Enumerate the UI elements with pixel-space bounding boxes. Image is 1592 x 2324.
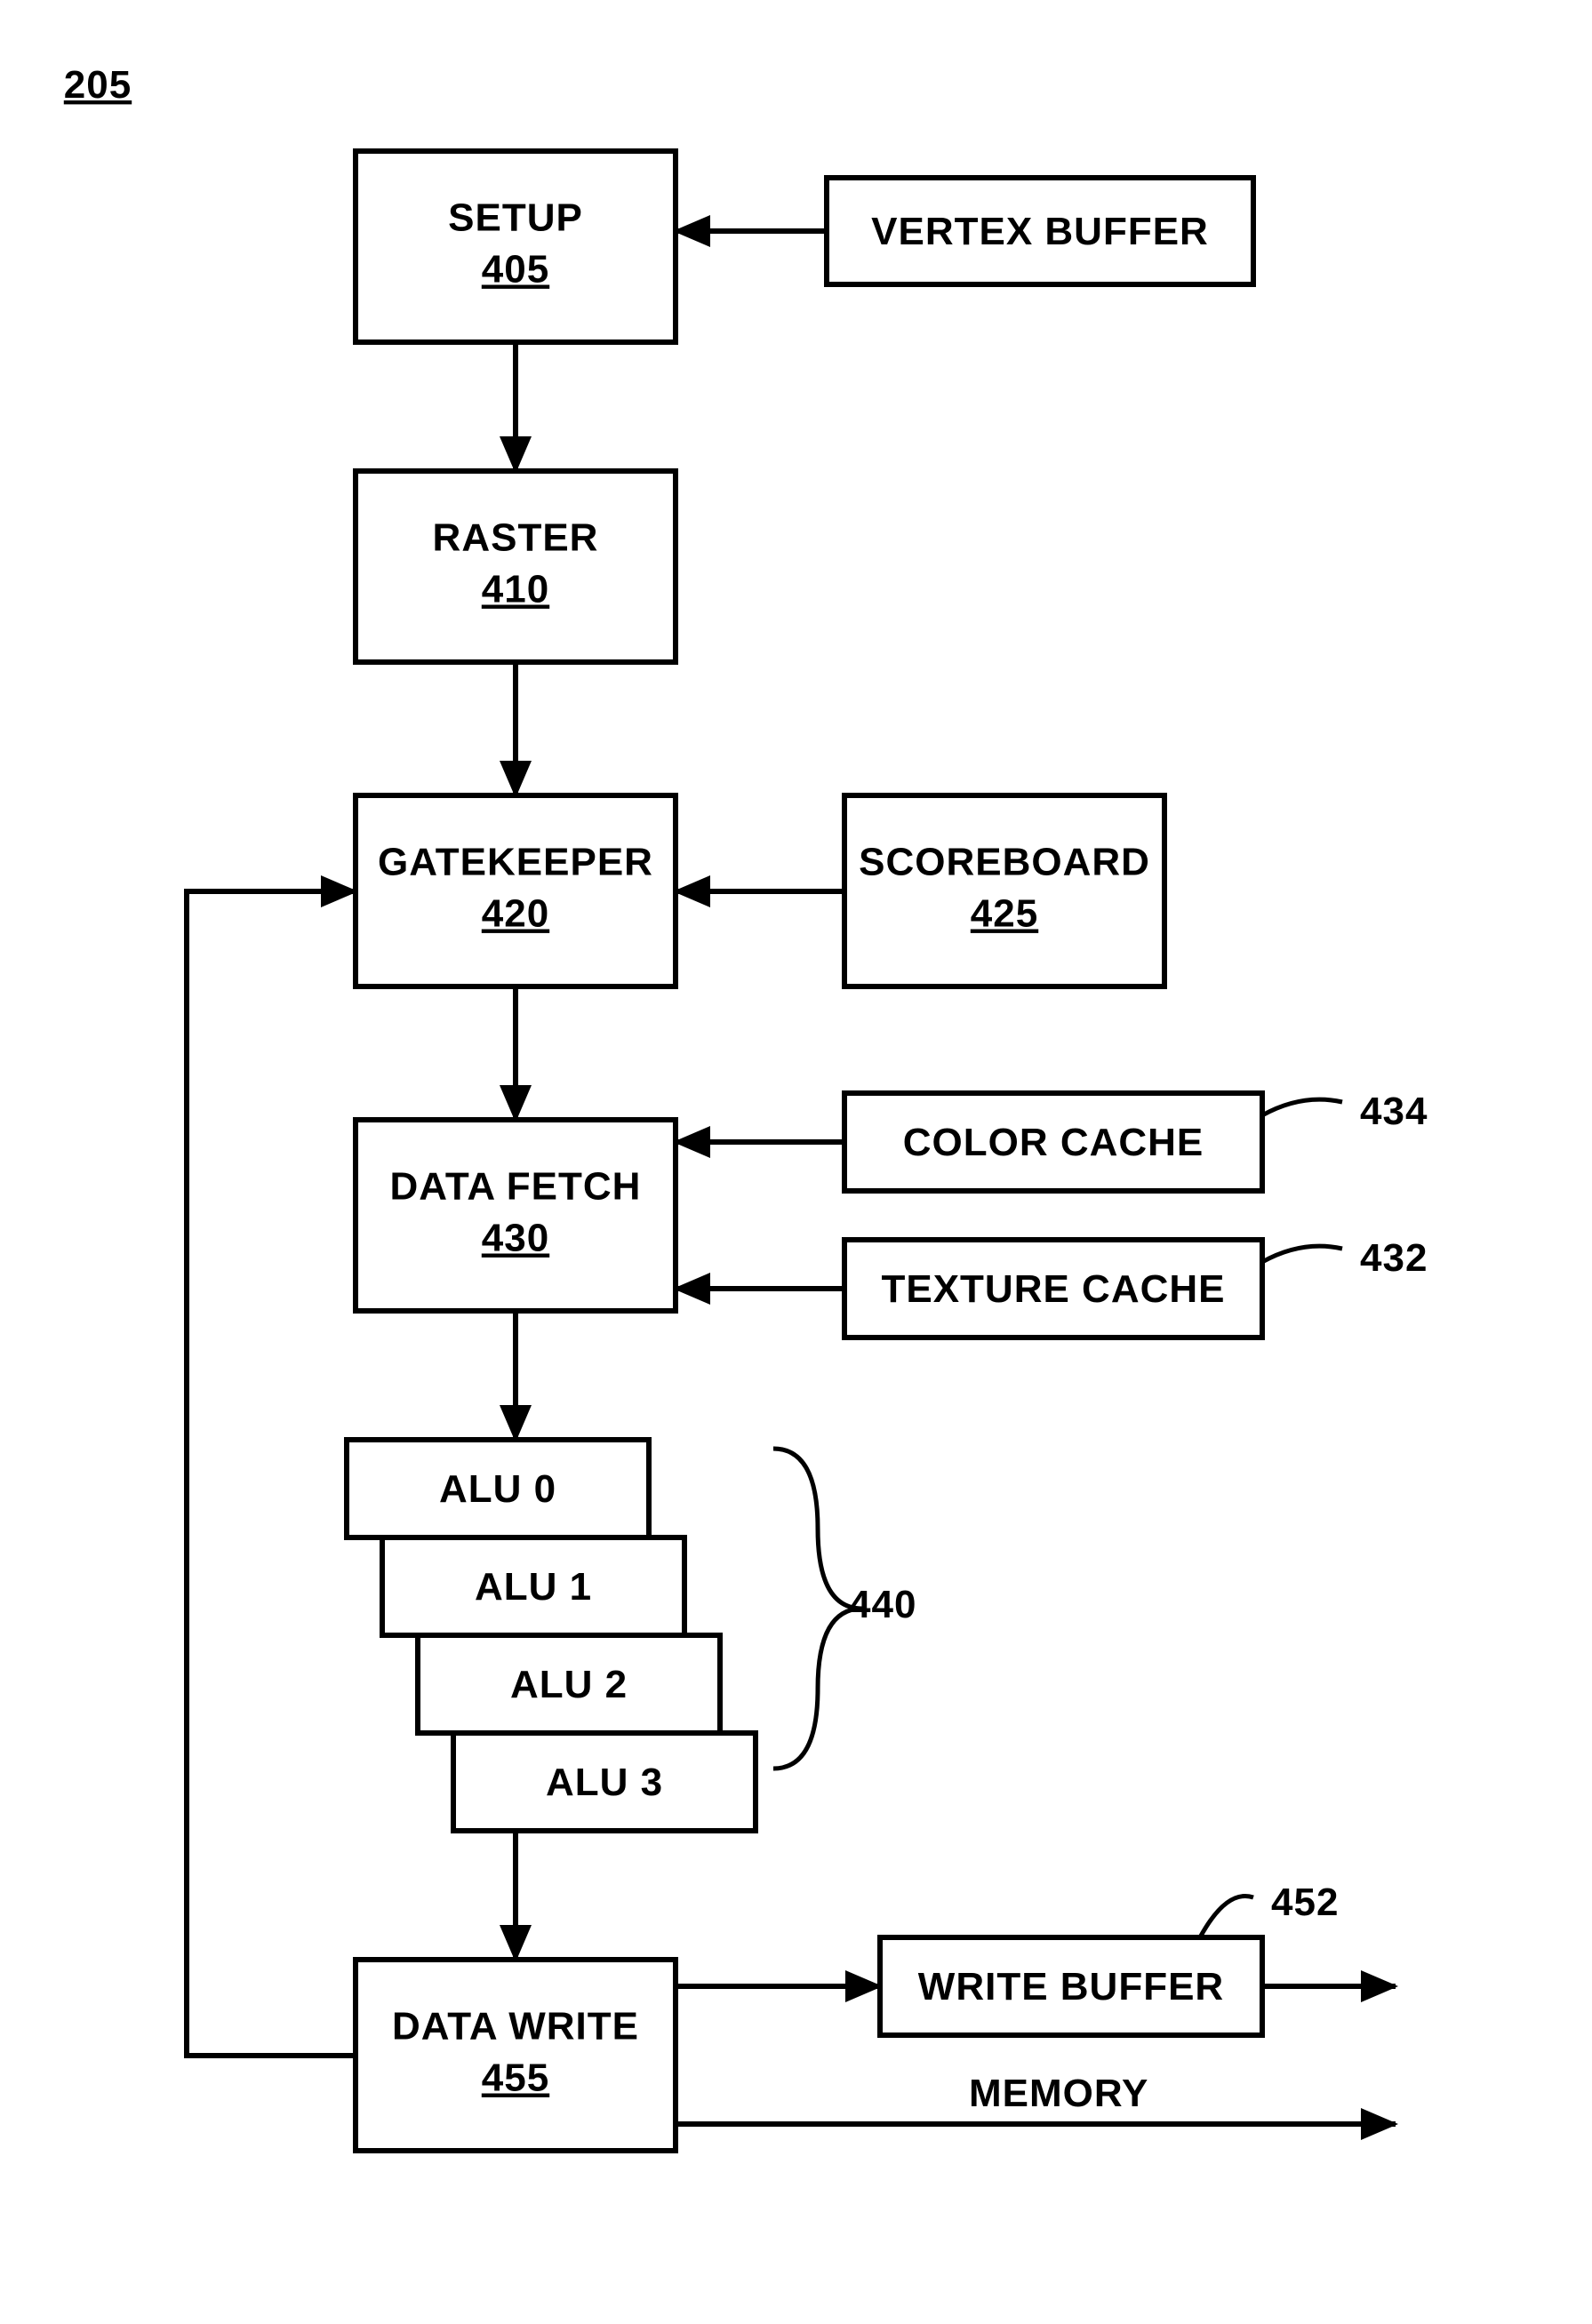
node-alu1-label: ALU 1 (475, 1565, 592, 1609)
node-alu0: ALU 0 (347, 1440, 649, 1537)
node-scoreboard-ref: 425 (971, 892, 1038, 936)
node-scoreboard-label: SCOREBOARD (859, 841, 1150, 884)
node-data_fetch-ref: 430 (482, 1217, 549, 1260)
label-l432: 432 (1360, 1236, 1428, 1280)
leader-432 (1262, 1246, 1342, 1262)
node-vertex_buffer-label: VERTEX BUFFER (871, 210, 1209, 253)
node-alu1: ALU 1 (382, 1537, 684, 1635)
figure-ref: 205 (64, 63, 132, 107)
leader-452 (1200, 1896, 1253, 1937)
node-color_cache: COLOR CACHE (844, 1093, 1262, 1191)
node-raster-label: RASTER (433, 516, 599, 560)
node-alu3-label: ALU 3 (546, 1761, 663, 1804)
node-gatekeeper-label: GATEKEEPER (378, 841, 653, 884)
node-write_buffer-label: WRITE BUFFER (918, 1965, 1224, 2009)
node-data_fetch: DATA FETCH 430 (356, 1120, 676, 1311)
node-gatekeeper-ref: 420 (482, 892, 549, 936)
node-vertex_buffer: VERTEX BUFFER (827, 178, 1253, 284)
label-l434: 434 (1360, 1090, 1428, 1133)
node-setup-ref: 405 (482, 248, 549, 291)
node-setup: SETUP 405 (356, 151, 676, 342)
node-texture_cache: TEXTURE CACHE (844, 1240, 1262, 1338)
alu-brace (773, 1449, 862, 1769)
node-alu3: ALU 3 (453, 1733, 756, 1831)
label-l440: 440 (849, 1583, 916, 1626)
node-data_fetch-label: DATA FETCH (390, 1165, 642, 1209)
node-data_write-ref: 455 (482, 2056, 549, 2100)
node-alu2-label: ALU 2 (510, 1663, 628, 1706)
arrow-dw-back-to-gatekeeper (187, 891, 356, 2056)
node-data_write-label: DATA WRITE (392, 2005, 639, 2048)
node-alu2: ALU 2 (418, 1635, 720, 1733)
leader-434 (1262, 1099, 1342, 1115)
node-gatekeeper: GATEKEEPER 420 (356, 795, 676, 986)
label-l452: 452 (1271, 1881, 1339, 1924)
node-texture_cache-label: TEXTURE CACHE (881, 1267, 1225, 1311)
node-data_write: DATA WRITE 455 (356, 1960, 676, 2151)
node-write_buffer: WRITE BUFFER (880, 1937, 1262, 2035)
node-raster-ref: 410 (482, 568, 549, 611)
node-color_cache-label: COLOR CACHE (903, 1121, 1204, 1164)
node-raster: RASTER 410 (356, 471, 676, 662)
label-memory: MEMORY (969, 2072, 1148, 2115)
node-alu0-label: ALU 0 (439, 1467, 556, 1511)
node-scoreboard: SCOREBOARD 425 (844, 795, 1164, 986)
node-setup-label: SETUP (448, 196, 583, 240)
